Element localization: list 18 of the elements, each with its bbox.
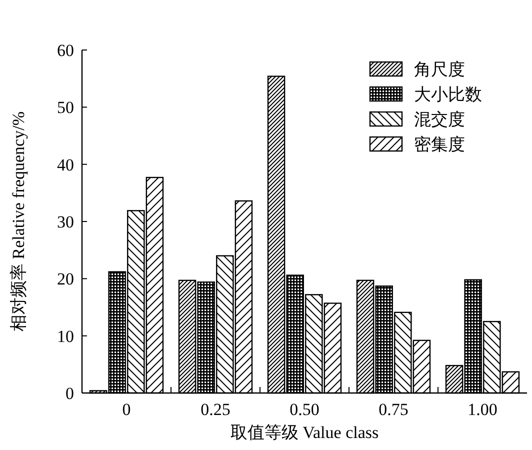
- legend-label: 大小比数: [414, 84, 482, 104]
- x-tick-label: 0.75: [378, 400, 408, 419]
- y-tick-label: 0: [66, 384, 74, 403]
- legend-label: 角尺度: [414, 60, 465, 79]
- legend-label: 密集度: [414, 134, 465, 154]
- x-tick-label: 0: [122, 400, 131, 419]
- y-tick-label: 50: [57, 98, 74, 118]
- y-tick-label: 20: [57, 270, 74, 289]
- y-tick-label: 10: [57, 326, 74, 346]
- x-tick-label: 1.00: [468, 400, 498, 419]
- y-tick-label: 40: [57, 155, 74, 174]
- y-tick-label: 30: [57, 212, 74, 232]
- x-tick-label: 0.50: [290, 400, 320, 419]
- y-axis-title: 相对频率 Relative frequency/%: [9, 112, 28, 332]
- y-tick-label: 60: [57, 40, 74, 60]
- x-axis-title: 取值等级 Value class: [230, 423, 379, 442]
- legend-label: 混交度: [414, 110, 465, 129]
- x-tick-label: 0.25: [200, 400, 230, 419]
